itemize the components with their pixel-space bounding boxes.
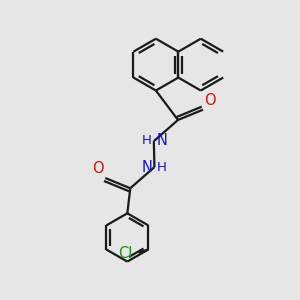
Text: N: N [141,160,152,175]
Text: O: O [205,93,216,108]
Text: H: H [157,161,166,174]
Text: O: O [92,161,104,176]
Text: H: H [142,134,152,147]
Text: N: N [156,133,167,148]
Text: Cl: Cl [118,246,132,261]
